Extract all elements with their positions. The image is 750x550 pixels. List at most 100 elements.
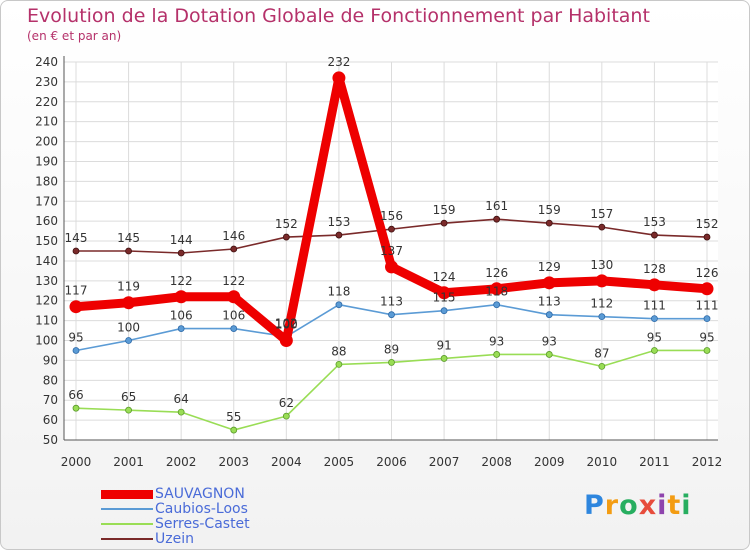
legend-label-uzein: Uzein — [155, 531, 194, 547]
x-tick-label-2010: 2010 — [587, 455, 618, 469]
data-label-caubios-loos-2006: 113 — [380, 295, 403, 309]
data-label-sauvagnon-2010: 130 — [590, 258, 613, 272]
data-label-serres-castet-2004: 62 — [279, 396, 294, 410]
point-uzein-2006 — [388, 225, 395, 233]
y-tick-label-80: 80 — [43, 373, 58, 387]
data-label-sauvagnon-2003: 122 — [222, 274, 245, 288]
data-label-uzein-2005: 153 — [327, 215, 350, 229]
point-serres-castet-2007 — [440, 355, 448, 362]
data-label-sauvagnon-2011: 128 — [643, 262, 666, 276]
y-tick-label-200: 200 — [35, 135, 58, 149]
data-label-sauvagnon-2005: 232 — [327, 55, 350, 69]
point-uzein-2003 — [230, 245, 238, 253]
data-label-uzein-2001: 145 — [117, 231, 140, 245]
data-label-serres-castet-2000: 66 — [68, 388, 83, 402]
point-uzein-2011 — [651, 231, 658, 239]
point-serres-castet-2011 — [651, 347, 658, 354]
data-label-sauvagnon-2004: 100 — [275, 318, 298, 332]
point-caubios-loos-2006 — [388, 311, 395, 319]
y-tick-label-100: 100 — [35, 334, 58, 348]
data-label-caubios-loos-2008: 118 — [485, 285, 508, 299]
point-serres-castet-2004 — [282, 412, 290, 420]
point-serres-castet-2009 — [545, 351, 553, 358]
data-label-serres-castet-2011: 95 — [647, 330, 662, 344]
data-label-uzein-2012: 152 — [696, 217, 719, 231]
point-sauvagnon-2002 — [174, 290, 188, 304]
data-label-sauvagnon-2012: 126 — [696, 266, 719, 280]
y-tick-label-90: 90 — [43, 353, 58, 367]
point-uzein-2001 — [125, 247, 132, 255]
data-labels: 145 145 144 146 152 153 156 159 161 159 157 153 152 9… — [65, 55, 719, 424]
data-label-sauvagnon-2009: 129 — [538, 260, 561, 274]
point-uzein-2002 — [177, 249, 185, 257]
data-label-uzein-2010: 157 — [590, 207, 613, 221]
data-label-caubios-loos-2012: 111 — [696, 299, 719, 313]
x-tick-label-2007: 2007 — [429, 455, 460, 469]
data-label-caubios-loos-2004: 102 — [275, 317, 298, 331]
y-tick-label-110: 110 — [35, 314, 58, 328]
x-tick-label-2001: 2001 — [113, 455, 144, 469]
data-label-serres-castet-2003: 55 — [226, 410, 241, 424]
legend-label-caubios-loos: Caubios-Loos — [155, 501, 248, 517]
point-uzein-2000 — [72, 247, 80, 255]
y-tick-label-70: 70 — [43, 393, 58, 407]
logo-letter: t — [667, 490, 682, 521]
point-serres-castet-2008 — [493, 351, 501, 358]
data-label-serres-castet-2001: 65 — [121, 390, 136, 404]
point-sauvagnon-2010 — [595, 274, 609, 288]
point-caubios-loos-2003 — [230, 325, 238, 332]
data-label-caubios-loos-2002: 106 — [170, 309, 193, 323]
point-caubios-loos-2007 — [440, 307, 448, 315]
point-sauvagnon-2007 — [437, 286, 451, 300]
y-tick-label-50: 50 — [43, 433, 58, 447]
legend-swatch-serres-castet — [101, 523, 153, 525]
y-tick-label-60: 60 — [43, 413, 58, 427]
data-label-sauvagnon-2008: 126 — [485, 266, 508, 280]
data-label-uzein-2002: 144 — [170, 233, 193, 247]
data-label-uzein-2000: 145 — [65, 231, 88, 245]
proxiti-logo: Proxiti — [584, 490, 692, 521]
data-label-serres-castet-2008: 93 — [489, 334, 504, 348]
logo-letter: i — [657, 490, 668, 521]
point-uzein-2008 — [493, 215, 501, 223]
x-tick-label-2008: 2008 — [481, 455, 512, 469]
point-sauvagnon-2011 — [647, 278, 661, 292]
y-tick-label-130: 130 — [35, 274, 58, 288]
point-serres-castet-2003 — [230, 426, 238, 434]
y-tick-label-140: 140 — [35, 254, 58, 268]
y-tick-label-180: 180 — [35, 174, 58, 188]
axes: 50 60 70 80 90 100 110 120 130 140 150 160 170 180 190… — [35, 55, 722, 469]
data-label-uzein-2006: 156 — [380, 209, 403, 223]
x-tick-label-2011: 2011 — [639, 455, 670, 469]
point-sauvagnon-2005 — [332, 71, 346, 85]
x-tick-label-2012: 2012 — [692, 455, 723, 469]
point-sauvagnon-2004 — [279, 334, 293, 348]
point-uzein-2009 — [545, 219, 553, 227]
point-serres-castet-2005 — [335, 360, 343, 368]
series — [69, 71, 714, 434]
point-uzein-2005 — [335, 231, 343, 239]
y-tick-label-150: 150 — [35, 234, 58, 248]
y-tick-label-240: 240 — [35, 55, 58, 69]
point-caubios-loos-2010 — [598, 313, 606, 321]
data-label-caubios-loos-2000: 95 — [68, 330, 83, 344]
y-tick-label-230: 230 — [35, 75, 58, 89]
point-serres-castet-2002 — [177, 408, 185, 416]
data-label-caubios-loos-2003: 106 — [222, 309, 245, 323]
logo-letter: r — [604, 490, 620, 521]
logo-letter: x — [638, 490, 658, 521]
x-tick-label-2002: 2002 — [166, 455, 197, 469]
data-label-sauvagnon-2000: 117 — [65, 284, 88, 298]
data-label-caubios-loos-2001: 100 — [117, 321, 140, 335]
data-label-serres-castet-2006: 89 — [384, 342, 399, 356]
point-sauvagnon-2012 — [700, 282, 714, 296]
y-tick-label-120: 120 — [35, 294, 58, 308]
point-caubios-loos-2012 — [703, 315, 711, 323]
data-label-caubios-loos-2007: 115 — [433, 291, 456, 305]
data-label-uzein-2009: 159 — [538, 203, 561, 217]
point-serres-castet-2006 — [388, 359, 395, 366]
y-tick-label-160: 160 — [35, 214, 58, 228]
point-uzein-2004 — [282, 233, 290, 241]
data-label-caubios-loos-2010: 112 — [590, 297, 613, 311]
